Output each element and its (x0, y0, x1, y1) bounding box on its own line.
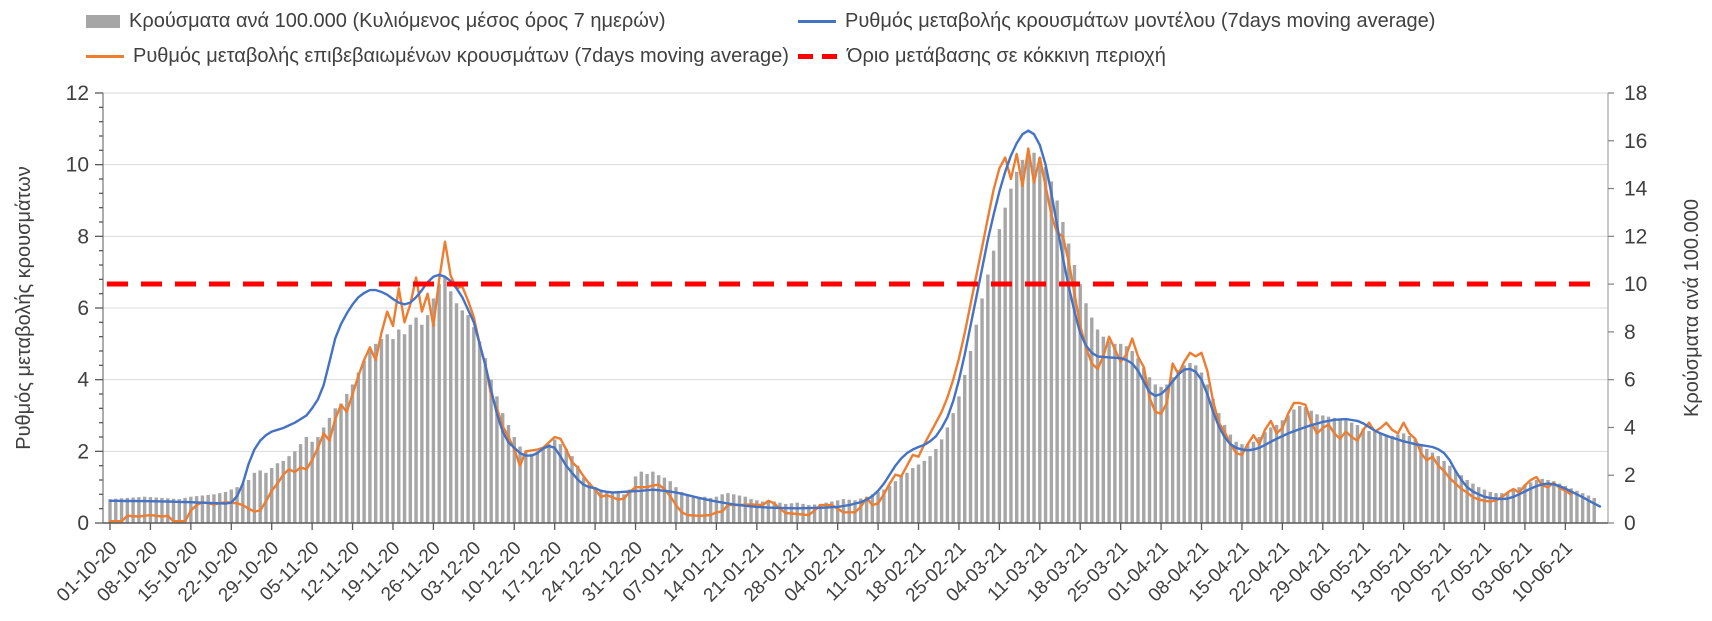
svg-text:6: 6 (1624, 369, 1636, 392)
svg-text:10: 10 (66, 154, 89, 177)
x-axis-labels: 01-10-2008-10-2015-10-2022-10-2029-10-20… (53, 538, 1577, 607)
legend-label-model-line: Ρυθμός μεταβολής κρουσμάτων μοντέλου (7d… (845, 9, 1436, 32)
legend-label-confirmed-line: Ρυθμός μεταβολής επιβεβαιωμένων κρουσμάτ… (133, 44, 789, 67)
gridlines (103, 92, 1608, 452)
svg-text:12: 12 (66, 82, 89, 105)
svg-text:2: 2 (1624, 464, 1636, 487)
bars-series (108, 152, 1596, 524)
right-axis-title: Κρούσματα ανά 100.000 (1681, 199, 1703, 417)
legend-item-threshold: Όριο μετάβασης σε κόκκινη περιοχή (798, 43, 1435, 69)
legend-label-threshold: Όριο μετάβασης σε κόκκινη περιοχή (847, 44, 1166, 67)
svg-text:4: 4 (77, 369, 89, 392)
svg-text:4: 4 (1624, 416, 1636, 439)
svg-text:0: 0 (77, 512, 89, 535)
confirmed-line (108, 147, 1573, 523)
svg-text:2: 2 (77, 440, 89, 463)
model-line (108, 129, 1602, 510)
svg-text:18: 18 (1624, 82, 1647, 105)
red-dash-swatch-icon (798, 53, 838, 59)
legend-item-model-line: Ρυθμός μεταβολής κρουσμάτων μοντέλου (7d… (798, 8, 1435, 34)
legend-item-confirmed-line: Ρυθμός μεταβολής επιβεβαιωμένων κρουσμάτ… (86, 43, 798, 69)
legend: Κρούσματα ανά 100.000 (Κυλιόμενος μέσος … (86, 8, 1435, 69)
blue-line-swatch-icon (798, 19, 836, 23)
axes (95, 92, 1614, 530)
svg-text:0: 0 (1624, 512, 1636, 535)
svg-text:14: 14 (1624, 178, 1648, 201)
svg-text:10: 10 (1624, 273, 1647, 296)
bar-swatch-icon (86, 14, 120, 28)
orange-line-swatch-icon (86, 54, 124, 58)
axis-titles: Ρυθμός μεταβολής κρουσμάτων Κρούσματα ανά… (13, 166, 1703, 450)
svg-text:6: 6 (77, 297, 89, 320)
svg-text:16: 16 (1624, 130, 1647, 153)
svg-text:8: 8 (1624, 321, 1636, 344)
legend-label-cases-bars: Κρούσματα ανά 100.000 (Κυλιόμενος μέσος … (129, 9, 666, 32)
legend-item-cases-bars: Κρούσματα ανά 100.000 (Κυλιόμενος μέσος … (86, 8, 798, 34)
axis-tick-labels: 0 2 4 6 8 10 12 0 2 4 6 8 10 12 14 16 18 (66, 82, 1648, 535)
svg-text:12: 12 (1624, 225, 1647, 248)
svg-text:8: 8 (77, 225, 89, 248)
left-axis-title: Ρυθμός μεταβολής κρουσμάτων (13, 166, 35, 450)
